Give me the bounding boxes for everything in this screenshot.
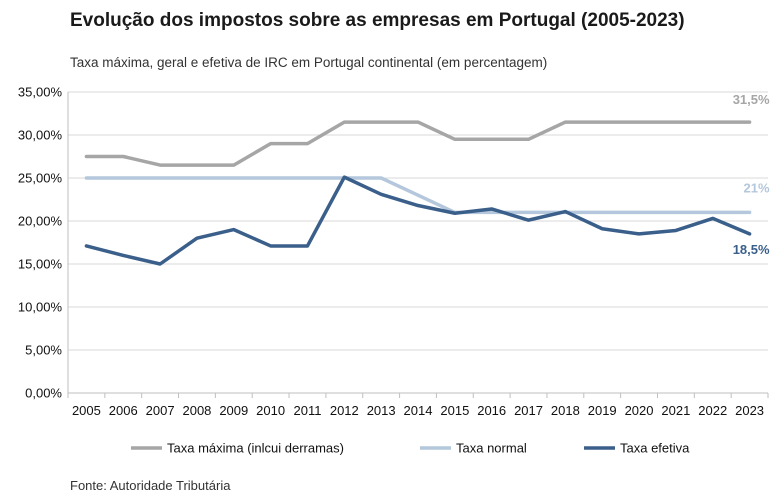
x-tick-label: 2016 xyxy=(477,403,506,418)
x-tick-label: 2019 xyxy=(588,403,617,418)
series-end-label: 18,5% xyxy=(733,242,770,257)
chart-title: Evolução dos impostos sobre as empresas … xyxy=(70,10,685,31)
y-tick-label: 10,00% xyxy=(18,300,63,315)
legend: Taxa máxima (inlcui derramas) Taxa normal… xyxy=(131,441,690,456)
x-tick-label: 2012 xyxy=(330,403,359,418)
y-tick-label: 20,00% xyxy=(18,214,63,229)
series-line-1 xyxy=(84,120,752,167)
y-tick-label: 5,00% xyxy=(25,343,62,358)
legend-label: Taxa efetiva xyxy=(620,441,690,456)
x-tick-label: 2017 xyxy=(514,403,543,418)
series-line-3 xyxy=(84,175,752,266)
chart-subtitle: Taxa máxima, geral e efetiva de IRC em P… xyxy=(70,55,548,70)
x-tick-label: 2023 xyxy=(735,403,764,418)
x-tick-label: 2013 xyxy=(367,403,396,418)
x-tick-label: 2007 xyxy=(146,403,175,418)
x-tick-label: 2008 xyxy=(182,403,211,418)
y-tick-label: 25,00% xyxy=(18,171,63,186)
legend-label: Taxa máxima (inlcui derramas) xyxy=(167,441,344,456)
x-tick-label: 2021 xyxy=(661,403,690,418)
source-note: Fonte: Autoridade Tributária xyxy=(70,478,231,493)
x-tick-label: 2005 xyxy=(72,403,101,418)
labels: 31,5% 21% 18,5% xyxy=(733,92,770,257)
x-tick-label: 2011 xyxy=(293,403,321,418)
series-end-label: 21% xyxy=(744,180,770,195)
x-tick-label: 2022 xyxy=(698,403,727,418)
legend-label: Taxa normal xyxy=(456,441,527,456)
x-tick-label: 2018 xyxy=(551,403,580,418)
y-tick-label: 35,00% xyxy=(18,85,63,100)
series-line-2 xyxy=(84,176,752,215)
x-tick-label: 2014 xyxy=(404,403,433,418)
x-tick-label: 2015 xyxy=(440,403,469,418)
series-end-label: 31,5% xyxy=(733,92,770,107)
y-tick-label: 30,00% xyxy=(18,128,63,143)
x-tick-label: 2010 xyxy=(256,403,285,418)
x-tick-label: 2009 xyxy=(219,403,248,418)
axes: 0,00% 5,00% 10,00% 15,00% 20,00% 25,00% 30,00%… xyxy=(18,85,769,418)
y-tick-label: 15,00% xyxy=(18,257,63,272)
series xyxy=(84,120,752,266)
x-tick-label: 2006 xyxy=(109,403,138,418)
gridlines xyxy=(68,91,768,351)
y-tick-label: 0,00% xyxy=(25,386,62,401)
x-tick-label: 2020 xyxy=(625,403,654,418)
